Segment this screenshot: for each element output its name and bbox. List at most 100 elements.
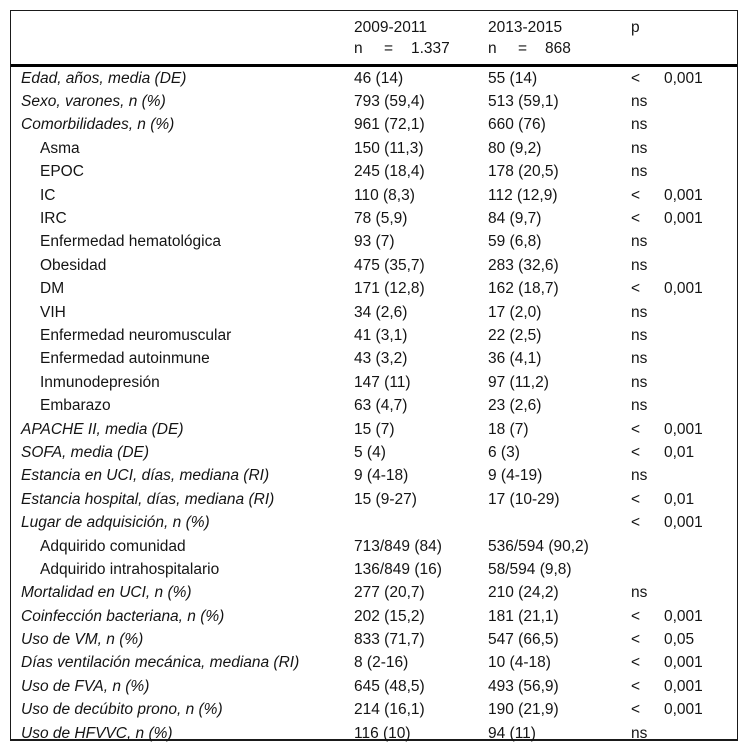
- value-2013-2015: 210 (24,2): [488, 584, 559, 602]
- p-cell: <0,001: [631, 187, 737, 205]
- value-2013-2015: 80 (9,2): [488, 139, 542, 157]
- value-2009-2011: 9 (4-18): [354, 467, 409, 485]
- table-row: Inmunodepresión 147 (11) 97 (11,2) ns: [11, 371, 737, 394]
- value-2013-2015: 493 (56,9): [488, 677, 559, 695]
- table-row: Asma 150 (11,3) 80 (9,2) ns: [11, 137, 737, 160]
- p-sign: <: [631, 607, 641, 625]
- p-cell: <0,001: [631, 280, 737, 298]
- value-2013-2015: 660 (76): [488, 116, 546, 134]
- row-label: Uso de HFVVC, n (%): [21, 724, 173, 742]
- value-2009-2011: 277 (20,7): [354, 584, 425, 602]
- p-cell: ns: [631, 350, 737, 368]
- row-label-cell: APACHE II, media (DE): [11, 421, 354, 439]
- value-2013-2015: 55 (14): [488, 69, 538, 87]
- p-sign: ns: [631, 584, 648, 602]
- p-sign: <: [631, 631, 641, 649]
- value-2013-2015: 10 (4-18): [488, 654, 551, 672]
- value-2009-2011: 34 (2,6): [354, 303, 408, 321]
- value-2013-2015: 547 (66,5): [488, 631, 559, 649]
- value-2013-2015: 36 (4,1): [488, 350, 542, 368]
- value-2009-2011: 43 (3,2): [354, 350, 408, 368]
- p-value: 0,001: [664, 69, 703, 87]
- row-label-cell: VIH: [11, 304, 354, 322]
- table-row: Estancia en UCI, días, mediana (RI) 9 (4…: [11, 465, 737, 488]
- row-label: Edad, años, media (DE): [21, 69, 187, 87]
- row-label-cell: Obesidad: [11, 257, 354, 275]
- row-label: VIH: [40, 303, 66, 321]
- row-label-cell: DM: [11, 280, 354, 298]
- table-row: Obesidad 475 (35,7) 283 (32,6) ns: [11, 254, 737, 277]
- p-value: 0,001: [664, 677, 703, 695]
- p-cell: ns: [631, 163, 737, 181]
- value-2009-2011: 961 (72,1): [354, 116, 425, 134]
- row-label: Adquirido comunidad: [40, 537, 186, 555]
- row-label-cell: Enfermedad hematológica: [11, 233, 354, 251]
- value-2013-2015: 23 (2,6): [488, 397, 542, 415]
- p-sign: <: [631, 186, 641, 204]
- row-label-cell: SOFA, media (DE): [11, 444, 354, 462]
- period2-equals: =: [518, 40, 528, 57]
- value-2013-2015: 536/594 (90,2): [488, 537, 589, 555]
- row-label: Asma: [40, 139, 80, 157]
- value-2009-2011: 245 (18,4): [354, 163, 425, 181]
- table-row: DM 171 (12,8) 162 (18,7) <0,001: [11, 278, 737, 301]
- p-sign: <: [631, 420, 641, 438]
- p-cell: ns: [631, 584, 737, 602]
- value-2009-2011: 645 (48,5): [354, 677, 425, 695]
- p-sign: ns: [631, 373, 648, 391]
- table-row: Días ventilación mecánica, mediana (RI) …: [11, 652, 737, 675]
- p-value: 0,001: [664, 186, 703, 204]
- table-row: Enfermedad autoinmune 43 (3,2) 36 (4,1) …: [11, 348, 737, 371]
- table-header: 2009-2011 n = 1.337 2013-2015 n = 868 p: [11, 11, 737, 67]
- p-sign: ns: [631, 326, 648, 344]
- p-cell: <0,001: [631, 70, 737, 88]
- row-label-cell: Estancia hospital, días, mediana (RI): [11, 491, 354, 509]
- value-2009-2011: 833 (71,7): [354, 631, 425, 649]
- p-cell: ns: [631, 374, 737, 392]
- row-label-cell: Adquirido intrahospitalario: [11, 561, 354, 579]
- row-label-cell: Días ventilación mecánica, mediana (RI): [11, 654, 354, 672]
- p-cell: <0,01: [631, 491, 737, 509]
- value-2013-2015: 181 (21,1): [488, 607, 559, 625]
- row-label-cell: Enfermedad autoinmune: [11, 350, 354, 368]
- value-2009-2011: 116 (10): [354, 724, 411, 742]
- row-label: Adquirido intrahospitalario: [40, 560, 220, 578]
- value-2009-2011: 15 (7): [354, 420, 395, 438]
- p-sign: ns: [631, 139, 648, 157]
- table-row: Enfermedad hematológica 93 (7) 59 (6,8) …: [11, 231, 737, 254]
- row-label: Estancia en UCI, días, mediana (RI): [21, 467, 270, 485]
- p-sign: <: [631, 69, 641, 87]
- row-label: Días ventilación mecánica, mediana (RI): [21, 654, 300, 672]
- table-row: Embarazo 63 (4,7) 23 (2,6) ns: [11, 394, 737, 417]
- p-cell: ns: [631, 467, 737, 485]
- value-2013-2015: 84 (9,7): [488, 210, 542, 228]
- row-label-cell: Asma: [11, 140, 354, 158]
- p-sign: <: [631, 677, 641, 695]
- p-cell: <0,001: [631, 701, 737, 719]
- row-label-cell: Embarazo: [11, 397, 354, 415]
- value-2013-2015: 9 (4-19): [488, 467, 543, 485]
- p-column-label: p: [631, 19, 640, 36]
- value-2009-2011: 41 (3,1): [354, 326, 408, 344]
- row-label-cell: Inmunodepresión: [11, 374, 354, 392]
- table-row: Uso de VM, n (%) 833 (71,7) 547 (66,5) <…: [11, 628, 737, 651]
- p-sign: <: [631, 210, 641, 228]
- p-cell: <0,01: [631, 444, 737, 462]
- p-sign: ns: [631, 350, 648, 368]
- row-label-cell: Enfermedad neuromuscular: [11, 327, 354, 345]
- value-2013-2015: 58/594 (9,8): [488, 560, 572, 578]
- value-2009-2011: 136/849 (16): [354, 560, 442, 578]
- p-sign: <: [631, 443, 641, 461]
- p-sign: ns: [631, 303, 648, 321]
- comparison-table: 2009-2011 n = 1.337 2013-2015 n = 868 p Edad…: [10, 10, 738, 742]
- p-cell: <0,001: [631, 608, 737, 626]
- row-label-cell: IC: [11, 187, 354, 205]
- value-2009-2011: 5 (4): [354, 443, 386, 461]
- period1-equals: =: [384, 40, 394, 57]
- value-2009-2011: 202 (15,2): [354, 607, 425, 625]
- p-sign: ns: [631, 724, 648, 742]
- row-label: IC: [40, 186, 56, 204]
- p-cell: ns: [631, 257, 737, 275]
- row-label-cell: Sexo, varones, n (%): [11, 93, 354, 111]
